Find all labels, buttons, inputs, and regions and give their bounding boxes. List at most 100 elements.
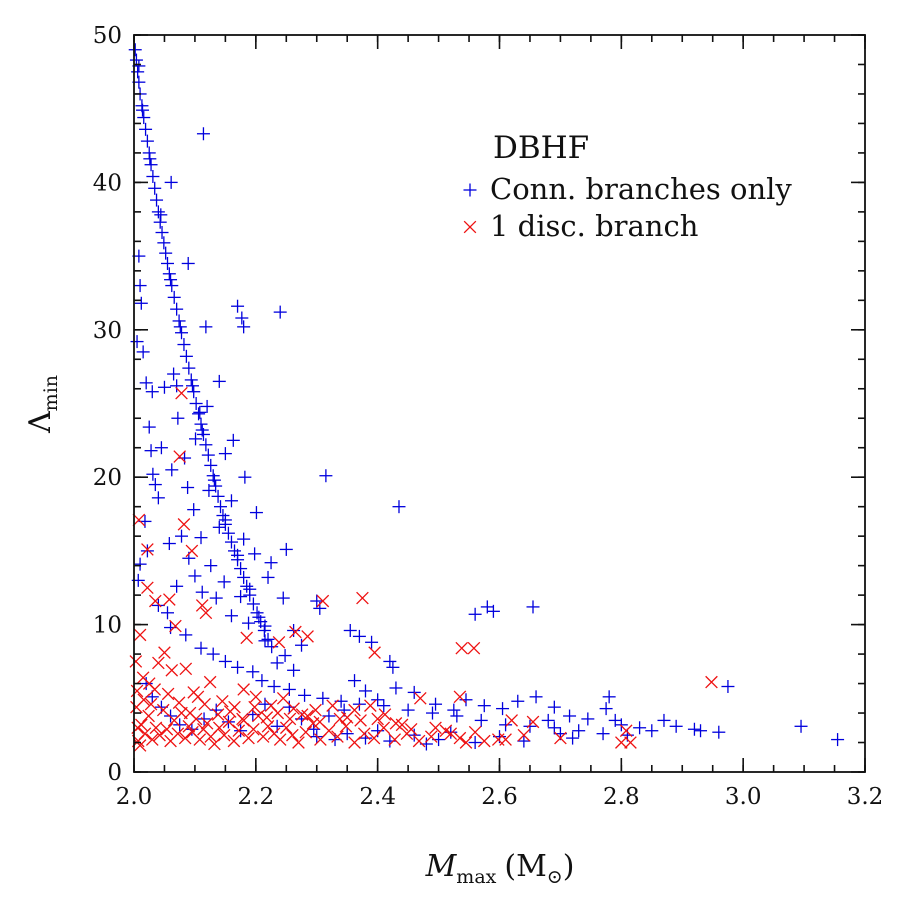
data-point-disconnected <box>178 731 192 745</box>
legend-marker-cross <box>463 220 477 234</box>
y-tick-label: 30 <box>93 318 122 344</box>
y-axis-title-main: Λ <box>23 411 58 434</box>
data-point-connected <box>165 463 179 477</box>
data-point-connected <box>267 680 281 694</box>
axis-ticks: 2.0 2.2 2.4 2.6 2.8 3.0 3.2 0 10 20 30 40 50 <box>93 23 884 810</box>
data-point-disconnected <box>132 513 146 527</box>
data-point-connected <box>212 374 226 388</box>
data-point-connected <box>694 724 708 738</box>
data-point-connected <box>193 405 207 419</box>
y-tick-label: 40 <box>93 170 122 196</box>
data-point-connected <box>130 335 144 349</box>
data-point-connected <box>234 590 248 604</box>
data-point-connected <box>258 619 272 633</box>
data-point-connected <box>170 579 184 593</box>
data-point-connected <box>181 481 195 495</box>
data-point-connected <box>226 433 240 447</box>
x-axis-title-main: M <box>425 849 458 884</box>
data-point-connected <box>599 702 613 716</box>
data-point-disconnected <box>133 739 147 752</box>
data-point-disconnected <box>413 691 427 705</box>
data-point-connected <box>279 542 293 556</box>
data-point-disconnected <box>145 733 159 746</box>
data-point-connected <box>209 479 223 493</box>
data-point-disconnected <box>183 706 197 720</box>
data-point-connected <box>184 373 198 387</box>
data-point-connected <box>721 680 735 694</box>
data-point-connected <box>235 311 249 325</box>
data-point-disconnected <box>459 736 473 749</box>
data-point-connected <box>429 697 443 711</box>
data-point-disconnected <box>142 709 155 723</box>
data-point-connected <box>447 703 461 717</box>
data-point-disconnected <box>203 675 217 689</box>
x-tick-label: 2.2 <box>238 784 275 810</box>
legend-title: DBHF <box>493 130 589 166</box>
data-point-connected <box>151 205 165 219</box>
data-point-connected <box>179 349 193 363</box>
data-point-connected <box>181 256 195 270</box>
data-point-connected <box>633 721 647 735</box>
data-point-connected <box>206 647 220 661</box>
data-point-connected <box>572 724 586 738</box>
data-point-disconnected <box>199 606 213 620</box>
data-point-connected <box>151 598 165 612</box>
data-point-disconnected <box>195 599 209 612</box>
x-axis-title-unit-close: ) <box>563 849 575 884</box>
data-point-connected <box>316 691 330 705</box>
data-point-connected <box>234 724 248 738</box>
data-point-connected <box>217 575 231 589</box>
data-point-connected <box>450 709 464 723</box>
data-point-connected <box>596 727 610 741</box>
data-point-connected <box>529 690 543 704</box>
data-point-connected <box>392 500 406 514</box>
data-point-disconnected <box>356 591 369 605</box>
data-point-connected <box>687 722 701 736</box>
data-point-disconnected <box>705 675 718 689</box>
data-point-connected <box>270 656 284 670</box>
data-point-connected <box>340 727 354 741</box>
data-point-disconnected <box>260 711 274 724</box>
data-point-connected <box>645 724 659 738</box>
data-point-connected <box>151 491 165 505</box>
data-point-connected <box>248 547 262 561</box>
data-point-disconnected <box>153 728 166 742</box>
data-point-disconnected <box>232 724 246 738</box>
data-point-disconnected <box>467 641 481 655</box>
data-point-connected <box>608 713 622 727</box>
data-point-disconnected <box>152 656 165 670</box>
data-point-connected <box>167 367 181 381</box>
data-point-connected <box>196 127 210 141</box>
data-point-connected <box>547 700 561 714</box>
data-point-connected <box>231 548 245 562</box>
data-point-connected <box>319 469 333 483</box>
data-point-disconnected <box>212 721 226 735</box>
data-point-connected <box>139 376 153 390</box>
data-point-connected <box>211 489 225 503</box>
data-point-connected <box>161 256 175 270</box>
data-point-connected <box>234 562 248 576</box>
data-point-connected <box>276 591 290 605</box>
data-point-connected <box>238 470 252 484</box>
data-point-disconnected <box>505 714 518 727</box>
data-point-connected <box>214 500 228 514</box>
y-axis-title-sub: min <box>40 375 62 411</box>
data-point-disconnected <box>322 724 336 738</box>
data-point-connected <box>371 693 385 707</box>
data-point-disconnected <box>316 594 330 608</box>
data-point-connected <box>264 556 278 570</box>
data-point-disconnected <box>331 730 344 743</box>
data-point-disconnected <box>554 731 567 745</box>
data-point-connected <box>192 407 206 421</box>
data-point-connected <box>474 713 488 727</box>
data-point-connected <box>425 706 439 720</box>
data-point-connected <box>566 731 580 745</box>
data-point-disconnected <box>455 641 469 655</box>
data-point-connected <box>154 441 168 455</box>
x-axis-title: Mmax (M⊙) <box>425 849 575 888</box>
data-point-connected <box>172 314 186 328</box>
data-point-disconnected <box>444 727 458 740</box>
data-point-connected <box>173 718 187 732</box>
